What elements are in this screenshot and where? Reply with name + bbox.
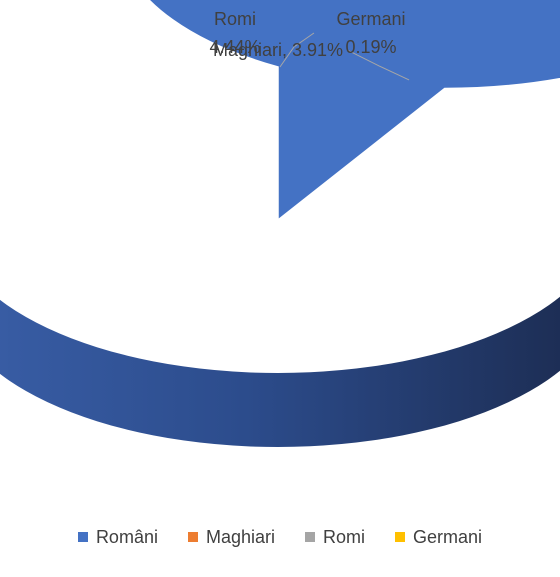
legend-item-germani: Germani bbox=[395, 527, 482, 548]
leader-line-maghiari bbox=[346, 49, 410, 81]
pie-side bbox=[0, 296, 560, 447]
data-label-romani-value: 91.46% bbox=[345, 324, 406, 344]
legend-item-maghiari: Maghiari bbox=[187, 526, 275, 548]
data-label-germani-name: Germani bbox=[336, 9, 405, 29]
legend-item-romi: Romi bbox=[305, 527, 365, 548]
legend-swatch bbox=[187, 532, 198, 542]
legend-swatch bbox=[305, 532, 315, 542]
pie-slice-români bbox=[148, 0, 560, 222]
data-label-maghiari: Maghiari, 3.91% bbox=[213, 40, 343, 60]
legend-label: Maghiari bbox=[205, 526, 275, 547]
legend-label: Germani bbox=[413, 526, 483, 547]
legend-swatch bbox=[77, 532, 88, 542]
data-label-romi-value: 4.44% bbox=[209, 37, 260, 57]
data-label-romani-name: Români bbox=[345, 296, 407, 316]
legend-label: Romi bbox=[323, 526, 366, 547]
legend-item-români: Români bbox=[77, 526, 158, 548]
legend-label: Români bbox=[95, 526, 158, 547]
leader-line-germani bbox=[279, 32, 315, 68]
data-label-romi-name: Romi bbox=[214, 9, 256, 29]
data-label-germani-value: 0.19% bbox=[345, 37, 396, 57]
legend-swatch bbox=[395, 532, 406, 542]
legend: Români Maghiari Romi Germani bbox=[0, 523, 560, 551]
